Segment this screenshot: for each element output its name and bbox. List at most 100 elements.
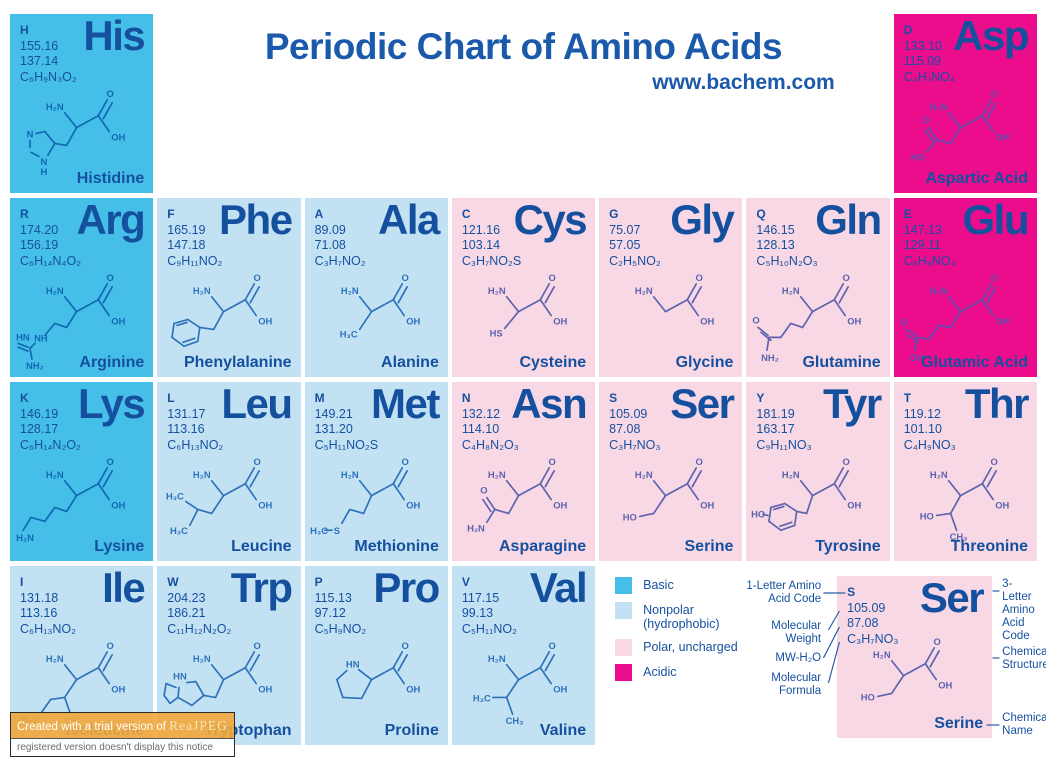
structure-atom-label: OH bbox=[995, 499, 1009, 510]
one-letter-code: Y bbox=[756, 391, 765, 405]
one-letter-code: Q bbox=[756, 207, 766, 221]
chemical-structure: H₂N O OH HO bbox=[861, 636, 953, 702]
example-right-label: 3-Letter Amino Acid Code bbox=[1002, 578, 1035, 642]
tile-data-block: Q 146.15 128.13 C₅H₁₀N₂O₃ bbox=[756, 207, 817, 269]
structure-atom-label: H₂N bbox=[193, 653, 211, 664]
structure-atom-label: H₃C bbox=[166, 491, 184, 502]
legend-swatch-acidic bbox=[615, 664, 633, 681]
legend: Basic Nonpolar (hydrophobic) Polar, unchar… bbox=[615, 577, 738, 690]
structure-atom-label: H₂N bbox=[46, 285, 64, 296]
structure-atom-label: OH bbox=[111, 315, 125, 326]
structure-atom-label: H₃C bbox=[170, 525, 188, 536]
molecular-weight: 121.16 bbox=[461, 222, 501, 237]
chemical-name: Valine bbox=[539, 722, 587, 739]
structure-atom-label: H₃C bbox=[473, 692, 491, 703]
structure-atom-label: OH bbox=[553, 499, 567, 510]
structure-atom-label: O bbox=[990, 272, 997, 283]
chemical-structure: H₂N O OH HS bbox=[488, 272, 568, 338]
one-letter-code: T bbox=[903, 391, 912, 405]
watermark-text: Created with a trial version of bbox=[17, 721, 170, 733]
structure-atom-label: H₂N bbox=[782, 285, 800, 296]
structure-atom-label: O bbox=[922, 115, 929, 126]
chemical-structure: H₂N O OH O OH bbox=[900, 272, 1009, 363]
structure-atom-label: O bbox=[107, 456, 114, 467]
watermark-brand: ReaJPEG bbox=[169, 718, 228, 733]
tile-thr: T 119.12 101.10 C₄H₉NO₃ Thr H₂N O OH HO CH₃ Threon… bbox=[893, 382, 1037, 561]
tile-met: M 149.21 131.20 C₅H₁₁NO₂S Met H₂N O OH S H₃C Methi… bbox=[304, 382, 448, 561]
molecular-weight-minus-water: 99.13 bbox=[461, 606, 494, 620]
tile-data-block: N 132.12 114.10 C₄H₈N₂O₃ bbox=[462, 391, 519, 453]
chemical-name: Proline bbox=[384, 722, 439, 739]
molecular-formula: C₄H₉NO₃ bbox=[903, 437, 956, 452]
molecular-weight-minus-water: 103.14 bbox=[461, 238, 501, 252]
tile-data-block: H 155.16 137.14 C₆H₉N₃O₂ bbox=[20, 23, 77, 85]
molecular-weight-minus-water: 128.13 bbox=[756, 238, 795, 252]
structure-atom-label: HN bbox=[345, 659, 359, 670]
tile-his: H 155.16 137.14 C₆H₉N₃O₂ His H₂N O OH N N H Histidi… bbox=[10, 14, 154, 193]
chemical-name: Glycine bbox=[675, 354, 734, 371]
tile-data-block: C 121.16 103.14 C₃H₇NO₂S bbox=[462, 207, 521, 269]
tile-tyr: Y 181.19 163.17 C₉H₁₁NO₃ Tyr H₂N O OH HO Tyrosine bbox=[746, 382, 890, 561]
molecular-weight-minus-water: 186.21 bbox=[167, 606, 206, 620]
molecular-formula: C₅H₁₁NO₂S bbox=[314, 437, 379, 452]
structure-atom-label: OH bbox=[406, 683, 420, 694]
structure-atom-label: OH bbox=[111, 499, 125, 510]
molecular-weight: 119.12 bbox=[903, 406, 942, 421]
structure-atom-label: OH bbox=[938, 679, 952, 690]
tile-data-block: G 75.07 57.05 C₂H₅NO₂ bbox=[609, 207, 661, 269]
molecular-weight-minus-water: 137.14 bbox=[20, 54, 59, 68]
one-letter-code: I bbox=[20, 575, 24, 589]
molecular-formula: C₅H₁₁NO₂ bbox=[461, 621, 517, 636]
one-letter-code: G bbox=[609, 207, 619, 221]
molecular-formula: C₆H₁₃NO₂ bbox=[20, 621, 77, 636]
molecular-weight-minus-water: 163.17 bbox=[756, 422, 795, 436]
molecular-formula: C₃H₇NO₃ bbox=[609, 437, 661, 452]
three-letter-code: Thr bbox=[964, 382, 1030, 427]
structure-atom-label: O bbox=[990, 456, 997, 467]
structure-atom-label: H₂N bbox=[467, 522, 485, 533]
chemical-structure: H₂N O OH H₂N bbox=[16, 456, 125, 543]
legend-item-acidic: Acidic bbox=[615, 664, 738, 681]
structure-atom-label: O bbox=[107, 272, 114, 283]
structure-atom-label: HO bbox=[910, 151, 924, 162]
structure-atom-label: O bbox=[480, 485, 487, 496]
molecular-formula: C₅H₁₀N₂O₃ bbox=[756, 253, 818, 268]
molecular-formula: C₅H₉NO₂ bbox=[314, 621, 367, 636]
three-letter-code: Tyr bbox=[822, 382, 882, 427]
molecular-weight: 89.09 bbox=[314, 222, 346, 237]
page-title: Periodic Chart of Amino Acids bbox=[264, 26, 783, 67]
molecular-formula: C₄H₇NO₄ bbox=[903, 69, 956, 84]
example-left-label: 1-Letter Amino Acid Code bbox=[746, 580, 822, 605]
molecular-weight: 132.12 bbox=[461, 406, 501, 421]
title-block: Periodic Chart of Amino Acids www.bachem… bbox=[157, 14, 889, 193]
structure-atom-label: O bbox=[900, 316, 907, 327]
molecular-weight: 115.13 bbox=[314, 590, 352, 605]
example-right-label: Chemical Structure bbox=[1002, 646, 1046, 671]
chemical-structure: H₂N O OH bbox=[635, 272, 715, 327]
chemical-name: Glutamic Acid bbox=[921, 354, 1028, 371]
structure-atom-label: H₂N bbox=[873, 649, 891, 660]
structure-atom-label: NH₂ bbox=[761, 352, 779, 363]
legend-swatch-basic bbox=[615, 577, 633, 594]
structure-atom-label: S bbox=[333, 525, 339, 536]
chemical-name: Lysine bbox=[94, 538, 145, 555]
example-left-label: Molecular Weight bbox=[771, 620, 822, 645]
chemical-name: Arginine bbox=[79, 354, 145, 371]
legend-and-key-area: Basic Nonpolar (hydrophobic) Polar, unchar… bbox=[599, 566, 1046, 745]
three-letter-code: Leu bbox=[221, 382, 293, 427]
structure-atom-label: CH₃ bbox=[949, 531, 967, 542]
tile-data-block: L 131.17 113.16 C₆H₁₃NO₂ bbox=[167, 391, 223, 453]
structure-atom-label: HS bbox=[489, 327, 502, 338]
structure-atom-label: H₂N bbox=[46, 469, 64, 480]
molecular-weight-minus-water: 113.16 bbox=[20, 606, 58, 620]
tile-data-block: M 149.21 131.20 C₅H₁₁NO₂S bbox=[315, 391, 378, 453]
structure-atom-label: O bbox=[107, 88, 114, 99]
molecular-weight-minus-water: 114.10 bbox=[461, 422, 500, 436]
structure-atom-label: H₂N bbox=[488, 653, 506, 664]
tile-data-block: A 89.09 71.08 C₃H₇NO₂ bbox=[315, 207, 366, 269]
one-letter-code: L bbox=[167, 391, 175, 405]
chemical-structure: H₂N O OH S H₃C bbox=[310, 456, 420, 536]
